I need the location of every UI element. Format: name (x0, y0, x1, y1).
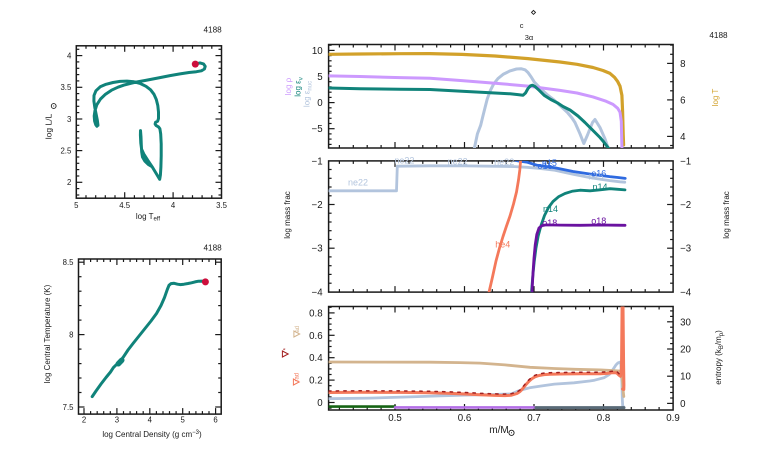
svg-text:log ρ: log ρ (284, 77, 293, 95)
svg-text:0: 0 (317, 98, 323, 109)
svg-text:0: 0 (317, 398, 323, 409)
svg-text:log Central Temperature (K): log Central Temperature (K) (43, 284, 52, 383)
svg-text:5: 5 (181, 416, 186, 425)
svg-text:4188: 4188 (203, 25, 222, 34)
svg-text:−5: −5 (312, 124, 323, 135)
svg-text:8.5: 8.5 (63, 258, 75, 267)
svg-text:ne22: ne22 (394, 156, 414, 166)
svg-text:o18: o18 (542, 218, 557, 228)
svg-text:rad: rad (294, 373, 300, 382)
svg-text:entropy (kB/mp): entropy (kB/mp) (714, 330, 725, 385)
svg-text:3.5: 3.5 (60, 83, 72, 92)
svg-text:−3: −3 (680, 244, 691, 255)
svg-text:−4: −4 (680, 287, 692, 298)
svg-text:ne22: ne22 (494, 157, 514, 167)
svg-text:0.7: 0.7 (527, 413, 540, 424)
svg-text:ne22: ne22 (348, 178, 368, 188)
svg-text:m/M: m/M (489, 425, 508, 436)
svg-text:ad: ad (295, 326, 301, 333)
svg-text:0.6: 0.6 (458, 413, 471, 424)
svg-text:10: 10 (312, 46, 323, 57)
svg-text:0.5: 0.5 (388, 413, 401, 424)
svg-text:4: 4 (67, 51, 72, 60)
svg-text:0.8: 0.8 (597, 413, 610, 424)
svg-text:c: c (520, 21, 524, 30)
svg-text:2.5: 2.5 (60, 146, 72, 155)
svg-text:3α: 3α (525, 33, 534, 42)
svg-text:−2: −2 (680, 200, 691, 211)
svg-text:10: 10 (680, 372, 691, 383)
svg-text:0.2: 0.2 (309, 376, 322, 387)
svg-text:−4: −4 (312, 287, 324, 298)
svg-text:4.5: 4.5 (119, 201, 131, 210)
svg-text:log εν: log εν (294, 77, 305, 96)
svg-text:*: * (283, 347, 289, 350)
svg-text:log Central Density (g cm−3): log Central Density (g cm−3) (102, 430, 202, 439)
svg-text:log εnuc: log εnuc (303, 81, 314, 107)
svg-text:o18: o18 (591, 216, 606, 226)
svg-text:o16: o16 (591, 169, 606, 179)
svg-text:4188: 4188 (203, 243, 222, 252)
svg-text:6: 6 (213, 416, 217, 425)
svg-text:5: 5 (317, 72, 322, 83)
svg-text:log Teff: log Teff (136, 212, 161, 223)
svg-text:6: 6 (680, 95, 685, 106)
svg-text:n14: n14 (592, 182, 607, 192)
svg-text:−2: −2 (312, 200, 323, 211)
svg-text:3: 3 (67, 115, 71, 124)
svg-text:5: 5 (74, 201, 79, 210)
svg-text:he4: he4 (495, 239, 510, 249)
svg-text:0.9: 0.9 (666, 413, 679, 424)
svg-text:4188: 4188 (709, 31, 728, 40)
svg-text:0.8: 0.8 (309, 308, 322, 319)
svg-text:2: 2 (82, 416, 86, 425)
svg-text:log mass frac: log mass frac (283, 191, 292, 239)
svg-text:log T: log T (711, 89, 720, 107)
svg-text:4: 4 (148, 416, 153, 425)
svg-text:4: 4 (171, 201, 176, 210)
svg-text:3: 3 (115, 416, 119, 425)
svg-text:log L/L: log L/L (44, 113, 54, 139)
svg-text:log mass frac: log mass frac (722, 191, 731, 239)
svg-text:0.4: 0.4 (309, 353, 323, 364)
svg-text:7.5: 7.5 (63, 403, 75, 412)
svg-text:2: 2 (67, 178, 71, 187)
svg-text:−1: −1 (680, 156, 691, 167)
svg-text:0.6: 0.6 (309, 331, 322, 342)
svg-text:n14: n14 (543, 204, 558, 214)
svg-text:0: 0 (680, 399, 686, 410)
svg-text:8: 8 (680, 59, 685, 70)
svg-text:8: 8 (69, 330, 73, 339)
svg-text:4: 4 (680, 132, 686, 143)
svg-text:30: 30 (680, 317, 691, 328)
svg-text:n15: n15 (542, 158, 557, 168)
svg-text:−3: −3 (312, 244, 323, 255)
svg-text:n15: n15 (588, 172, 603, 182)
svg-text:3.5: 3.5 (216, 201, 228, 210)
svg-text:20: 20 (680, 345, 691, 356)
svg-text:−1: −1 (312, 156, 323, 167)
svg-text:o16: o16 (537, 161, 552, 171)
svg-text:ne22: ne22 (448, 156, 468, 166)
